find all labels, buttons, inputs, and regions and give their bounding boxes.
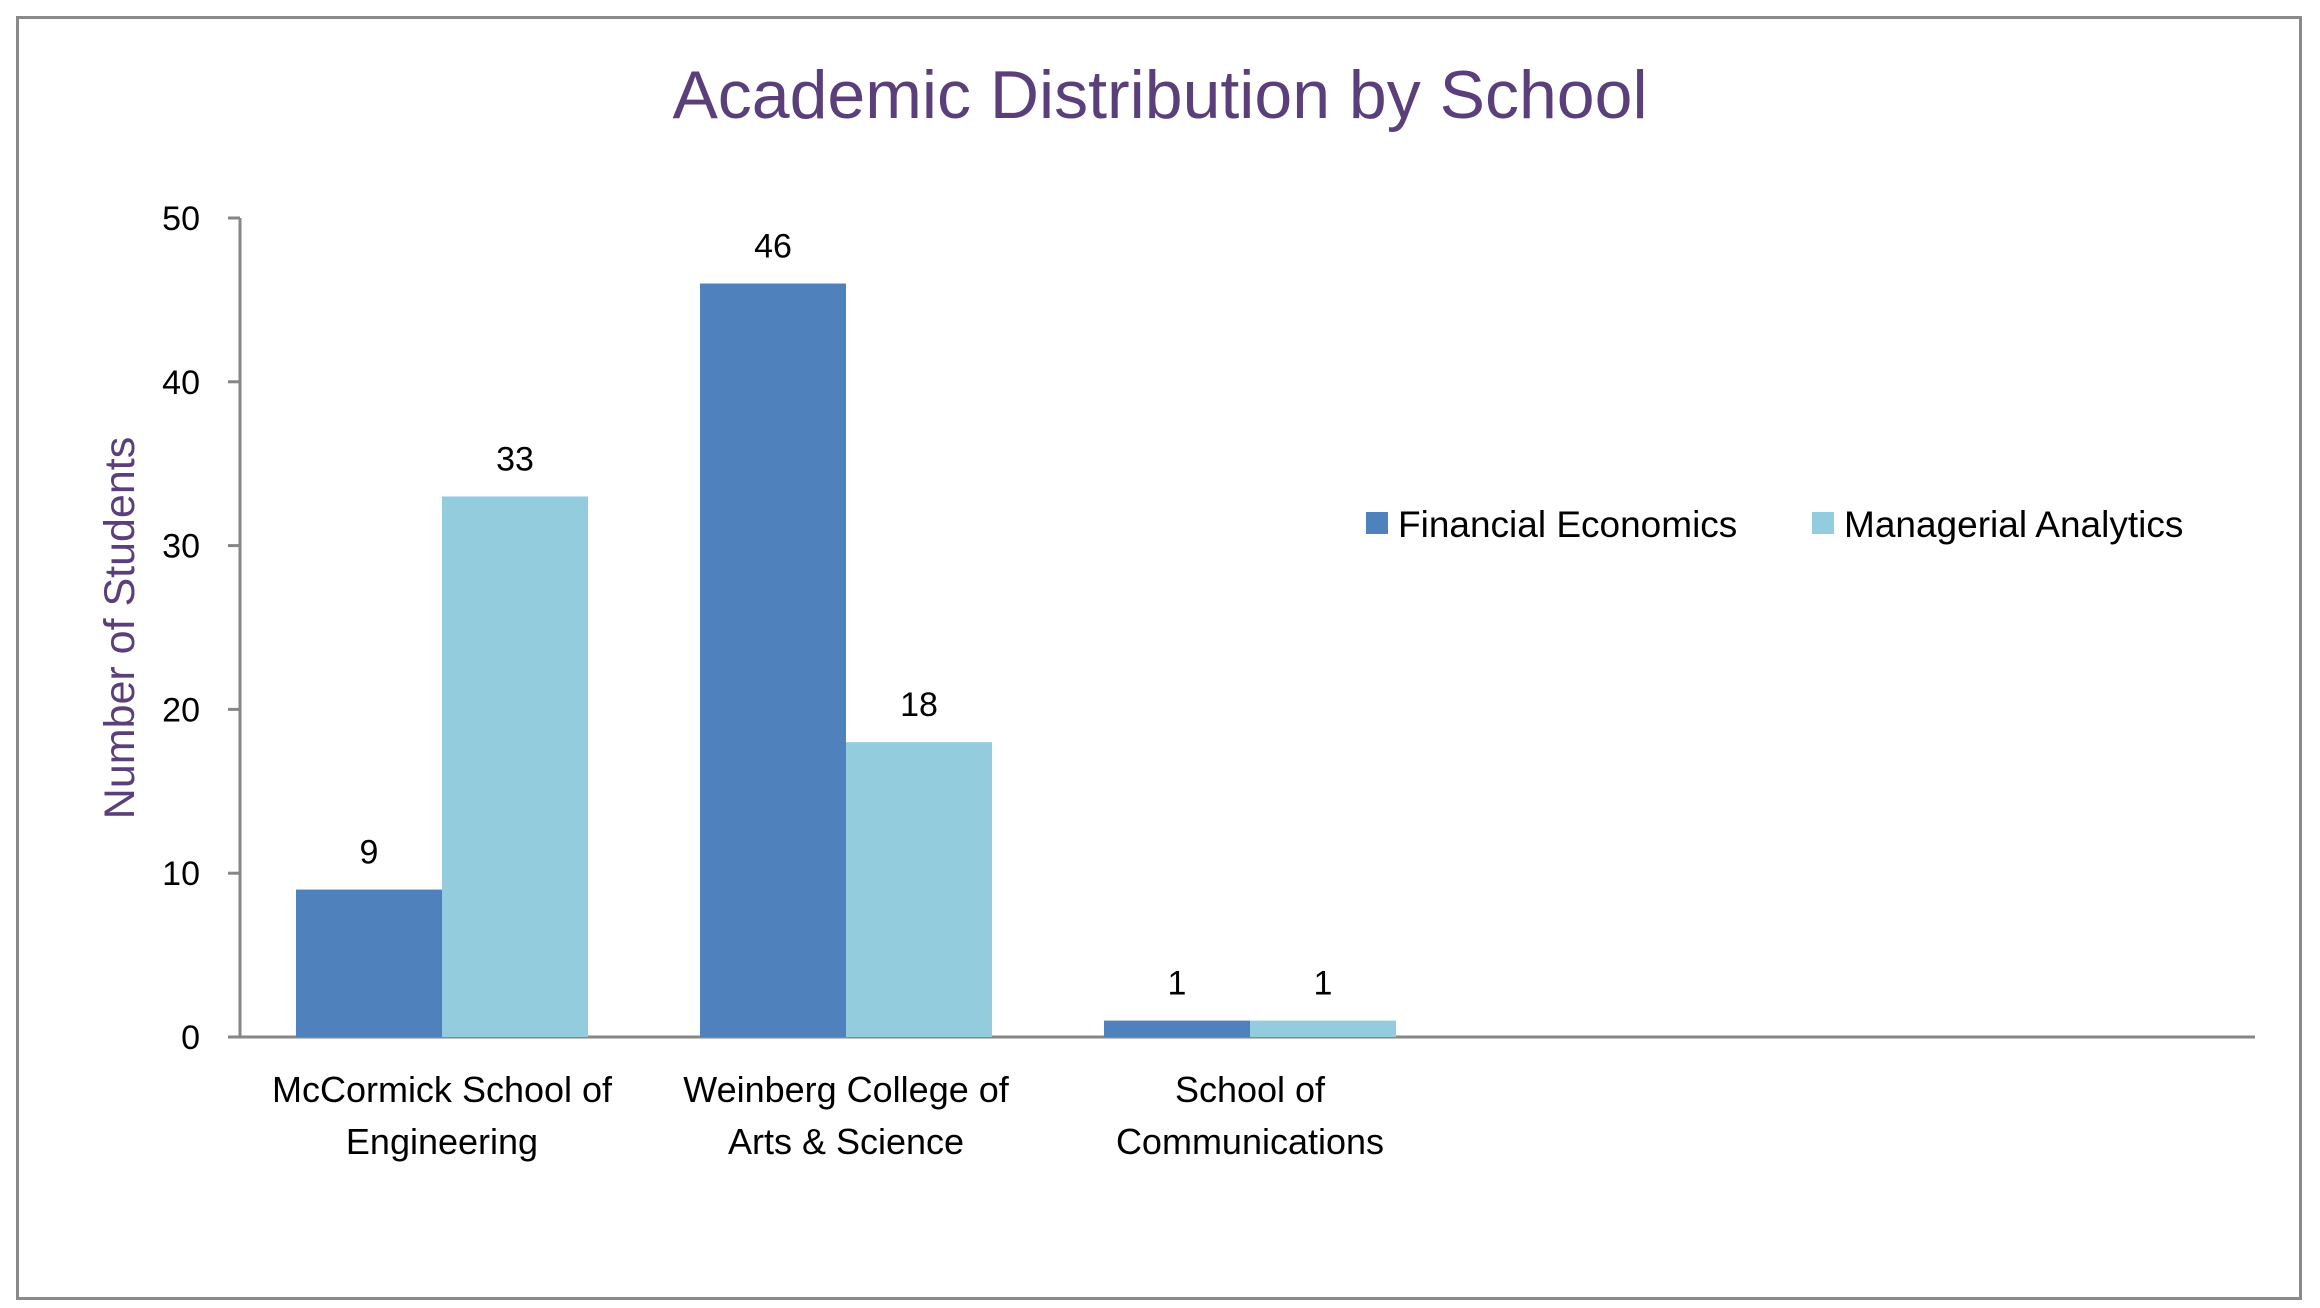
- y-tick-label: 20: [162, 691, 200, 729]
- y-tick-label: 40: [162, 364, 200, 402]
- bars: 9 33 46 18 1 1: [296, 228, 1396, 1038]
- x-tick-label: Weinberg College of: [683, 1069, 1010, 1110]
- bar: [1250, 1020, 1396, 1037]
- bar: [846, 742, 992, 1037]
- bar: [296, 889, 442, 1037]
- legend-swatch: [1366, 512, 1388, 534]
- legend-swatch: [1812, 512, 1834, 534]
- x-tick-label: Engineering: [346, 1121, 538, 1162]
- y-tick-label: 30: [162, 528, 200, 566]
- data-label: 18: [900, 686, 938, 724]
- y-axis-label: Number of Students: [96, 437, 144, 819]
- bar: [700, 283, 846, 1037]
- x-tick-label: Communications: [1116, 1121, 1384, 1162]
- bar: [1104, 1020, 1250, 1037]
- data-label: 33: [496, 440, 534, 478]
- x-tick-label: McCormick School of: [272, 1069, 613, 1110]
- chart-frame: [16, 16, 2302, 1300]
- axes: 0 10 20 30 40 50 McCormick School of Engineerin…: [162, 200, 2255, 1162]
- x-tick-label: School of: [1175, 1069, 1326, 1110]
- y-tick-label: 0: [181, 1019, 200, 1057]
- legend-label: Managerial Analytics: [1844, 504, 2183, 545]
- x-tick-label: Arts & Science: [728, 1121, 964, 1162]
- legend-label: Financial Economics: [1398, 504, 1737, 545]
- data-label: 1: [1168, 965, 1187, 1003]
- bar: [442, 496, 588, 1038]
- data-label: 9: [360, 834, 379, 872]
- chart-title: Academic Distribution by School: [672, 57, 1647, 133]
- y-tick-label: 50: [162, 200, 200, 238]
- data-label: 46: [754, 228, 792, 266]
- data-label: 1: [1314, 965, 1333, 1003]
- y-tick-label: 10: [162, 855, 200, 893]
- legend: Financial Economics Managerial Analytics: [1366, 504, 2183, 545]
